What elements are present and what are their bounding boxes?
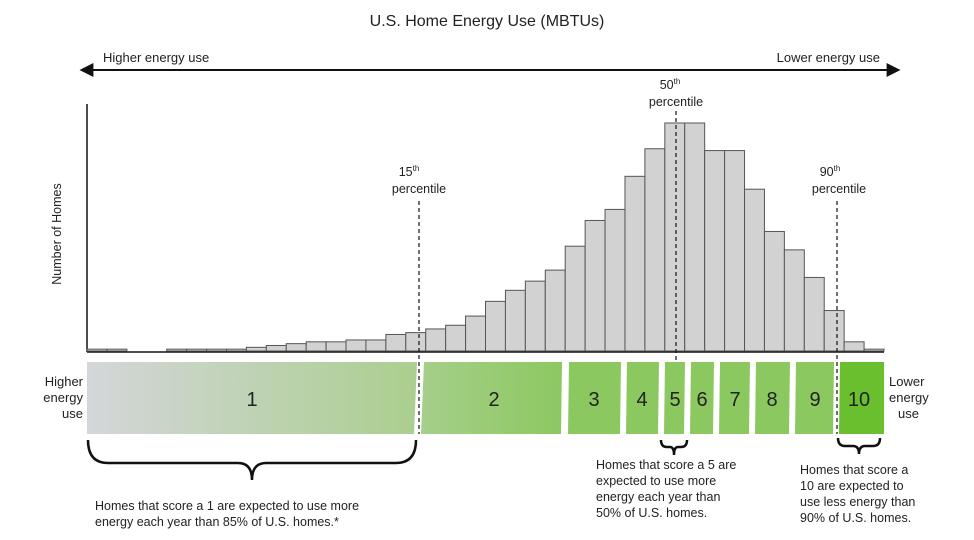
percentile-15-number: 15th: [399, 164, 420, 179]
score-5-note-line-4: 50% of U.S. homes.: [596, 506, 708, 520]
histogram-bar-34: [744, 188, 765, 352]
histogram-bar-22: [504, 289, 526, 352]
score-10-note: Homes that score a 10 are expected to us…: [800, 462, 915, 526]
direction-left-label: Higher energy use: [103, 50, 209, 65]
histogram-bar-32: [704, 150, 726, 352]
score-10-note-line-2: 10 are expected to: [800, 479, 904, 493]
histogram-bar-13: [325, 341, 347, 352]
percentile-90-label: percentile: [812, 182, 866, 196]
score-9-label: 9: [809, 389, 820, 411]
percentile-15: 15th percentile: [392, 164, 446, 434]
histogram-bar-19: [445, 324, 467, 352]
score-9-segment: [795, 362, 834, 434]
score-2-segment: [421, 362, 562, 434]
score-5-brace: [659, 439, 689, 456]
histogram-bar-18: [425, 328, 447, 352]
score-6-label: 6: [696, 389, 707, 411]
histogram-bar-14: [345, 339, 367, 352]
histogram-bar-37: [803, 276, 825, 352]
histogram-bar-17: [405, 332, 427, 352]
histogram-bar-28: [624, 175, 646, 352]
score-5-segment: [664, 362, 685, 434]
histogram-bar-16: [385, 333, 407, 352]
scale-left-line-2: energy: [43, 390, 83, 405]
score-5-note: Homes that score a 5 are expected to use…: [596, 457, 736, 521]
score-5-note-line-3: energy each year than: [596, 490, 721, 504]
score-10-segment: [839, 362, 884, 434]
score-10-brace: [836, 437, 882, 455]
histogram-bar-23: [524, 280, 546, 352]
score-7-label: 7: [729, 389, 740, 411]
scale-left-label: Higher energy use: [43, 374, 83, 421]
histogram-bar-15: [365, 339, 387, 352]
histogram-bar-1: [86, 348, 108, 352]
histogram-bar-5: [166, 348, 188, 352]
score-8-label: 8: [766, 389, 777, 411]
score-3-label: 3: [588, 389, 599, 411]
histogram-bar-39: [843, 341, 865, 352]
histogram-bar-6: [186, 348, 208, 352]
scale-right-line-3: use: [898, 406, 919, 421]
histogram-bar-27: [604, 208, 626, 352]
y-axis-label: Number of Homes: [50, 183, 64, 284]
score-4-label: 4: [636, 389, 647, 411]
histogram-bars: [86, 122, 885, 352]
score-1-note: Homes that score a 1 are expected to use…: [95, 498, 359, 530]
histogram-bar-35: [763, 230, 785, 352]
histogram-bar-21: [485, 300, 506, 352]
scale-right-line-2: energy: [889, 390, 929, 405]
histogram-bar-2: [106, 348, 128, 352]
histogram-bar-40: [863, 348, 885, 352]
chart-title: U.S. Home Energy Use (MBTUs): [370, 13, 605, 30]
percentile-50-number: 50th: [660, 77, 681, 92]
scale-left-line-3: use: [62, 406, 83, 421]
score-4-segment: [626, 362, 659, 434]
percentile-15-label: percentile: [392, 182, 446, 196]
score-1-label: 1: [246, 389, 257, 411]
histogram-bar-30: [664, 122, 686, 352]
histogram-bar-20: [465, 315, 487, 352]
score-5-note-line-2: expected to use more: [596, 474, 717, 488]
score-5-label: 5: [669, 389, 680, 411]
histogram-bar-24: [544, 269, 566, 352]
histogram-bar-25: [564, 245, 586, 352]
histogram-bar-8: [225, 348, 247, 352]
score-1-brace: [86, 439, 418, 481]
scale-right-line-1: Lower: [889, 374, 925, 389]
scale-left-line-1: Higher: [45, 374, 84, 389]
score-1-note-line-1: Homes that score a 1 are expected to use…: [95, 499, 360, 513]
histogram-bar-12: [305, 341, 327, 352]
percentile-90: 90th percentile: [812, 164, 866, 434]
score-7-segment: [719, 362, 750, 434]
histogram-bar-11: [285, 343, 307, 352]
percentile-90-number: 90th: [820, 164, 841, 179]
score-8-segment: [755, 362, 790, 434]
percentile-50-label: percentile: [649, 95, 703, 109]
score-1-note-line-2: energy each year than 85% of U.S. homes.…: [95, 515, 339, 529]
score-6-segment: [690, 362, 714, 434]
scale-right-label: Lower energy use: [889, 374, 929, 421]
score-10-note-line-3: use less energy than: [800, 495, 916, 509]
score-10-note-line-4: 90% of U.S. homes.: [800, 511, 912, 525]
score-2-label: 2: [488, 389, 499, 411]
histogram-bar-10: [265, 344, 287, 352]
score-5-note-line-1: Homes that score a 5 are: [596, 458, 737, 472]
histogram-bar-31: [684, 122, 706, 352]
histogram-bar-26: [584, 219, 606, 352]
score-10-label: 10: [848, 389, 870, 411]
score-1-segment: [87, 362, 417, 434]
histogram-bar-7: [206, 348, 227, 352]
histogram-bar-36: [783, 249, 805, 352]
histogram-bar-38: [823, 310, 845, 352]
histogram-bar-33: [724, 150, 746, 352]
score-3-segment: [568, 362, 621, 434]
histogram-bar-29: [644, 148, 666, 352]
score-10-note-line-1: Homes that score a: [800, 463, 909, 477]
histogram-bar-9: [245, 346, 267, 352]
score-scale: 1 2 3 4 5 6 7 8 9 10: [87, 362, 884, 434]
direction-right-label: Lower energy use: [777, 50, 880, 65]
